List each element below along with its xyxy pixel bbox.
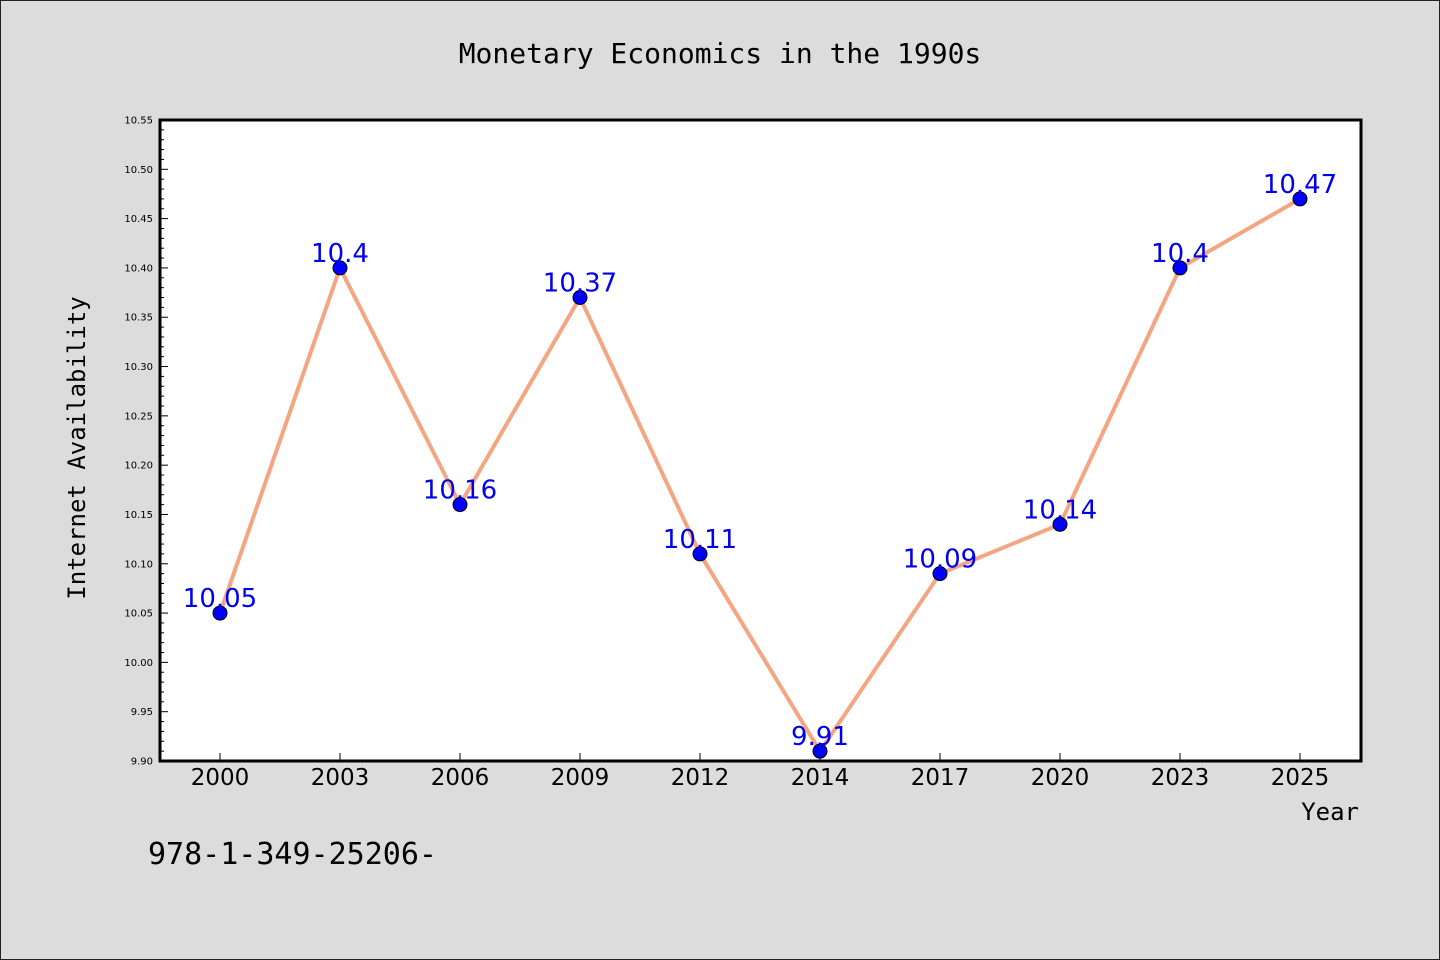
data-label: 10.47: [1263, 170, 1337, 200]
data-label: 10.37: [543, 269, 617, 299]
data-label: 10.14: [1023, 495, 1097, 525]
data-point: [1292, 191, 1308, 207]
y-tick-label: 10.50: [124, 165, 153, 176]
data-point: [1052, 516, 1068, 532]
x-tick-label: 2017: [911, 765, 970, 791]
data-label: 9.91: [791, 722, 849, 752]
series-line: [218, 197, 1301, 755]
y-tick-label: 10.05: [124, 609, 153, 620]
footnote-text: 978-1-349-25206-: [148, 837, 437, 872]
x-tick-label: 2000: [191, 765, 250, 791]
y-tick-label: 10.30: [124, 362, 153, 373]
data-point: [452, 497, 468, 513]
y-axis-title: Internet Availability: [63, 296, 91, 599]
x-tick-label: 2006: [431, 765, 490, 791]
x-axis-title: Year: [1301, 798, 1359, 826]
data-label: 10.4: [1151, 239, 1209, 269]
x-tick-label: 2014: [791, 765, 850, 791]
y-tick-label: 10.10: [124, 559, 153, 570]
data-point: [212, 605, 228, 621]
data-label: 10.16: [423, 476, 497, 506]
y-tick-label: 10.15: [124, 510, 153, 521]
y-tick-label: 9.90: [131, 757, 153, 768]
data-point: [1172, 260, 1188, 276]
x-tick-label: 2012: [671, 765, 730, 791]
data-point: [332, 260, 348, 276]
x-tick-label: 2025: [1271, 765, 1330, 791]
data-point: [572, 290, 588, 306]
series-group: 10.05 10.4 10.16 10.37 10.11 9.91 10.09 10.14 10…: [183, 170, 1337, 759]
data-point: [692, 546, 708, 562]
data-point: [812, 743, 828, 759]
chart-title: Monetary Economics in the 1990s: [459, 37, 982, 70]
x-tick-label: 2020: [1031, 765, 1090, 791]
y-tick-label: 9.95: [131, 707, 153, 718]
plot-area: [158, 118, 1363, 763]
data-label: 10.09: [903, 545, 977, 575]
x-tick-label: 2009: [551, 765, 610, 791]
y-tick-label: 10.55: [124, 116, 153, 127]
y-tick-label: 10.25: [124, 411, 153, 422]
y-tick-label: 10.45: [124, 214, 153, 225]
y-tick-label: 10.20: [124, 461, 153, 472]
data-label: 10.05: [183, 584, 257, 614]
x-tick-label: 2003: [311, 765, 370, 791]
data-point: [932, 566, 948, 582]
y-tick-label: 10.35: [124, 313, 153, 324]
x-tick-label: 2023: [1151, 765, 1210, 791]
data-label: 10.4: [311, 239, 369, 269]
y-axis: 9.90 9.95 10.00 10.05 10.10 10.15 10.20 10.25 10…: [124, 116, 168, 768]
x-axis: 2000 2003 2006 2009 2012 2014 2017 2020 2023 2025: [191, 753, 1330, 791]
y-tick-label: 10.00: [124, 658, 153, 669]
data-label: 10.11: [663, 525, 737, 555]
y-tick-label: 10.40: [124, 263, 153, 274]
